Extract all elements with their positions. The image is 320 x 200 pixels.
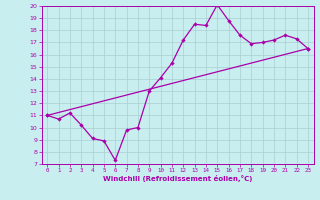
X-axis label: Windchill (Refroidissement éolien,°C): Windchill (Refroidissement éolien,°C) <box>103 175 252 182</box>
